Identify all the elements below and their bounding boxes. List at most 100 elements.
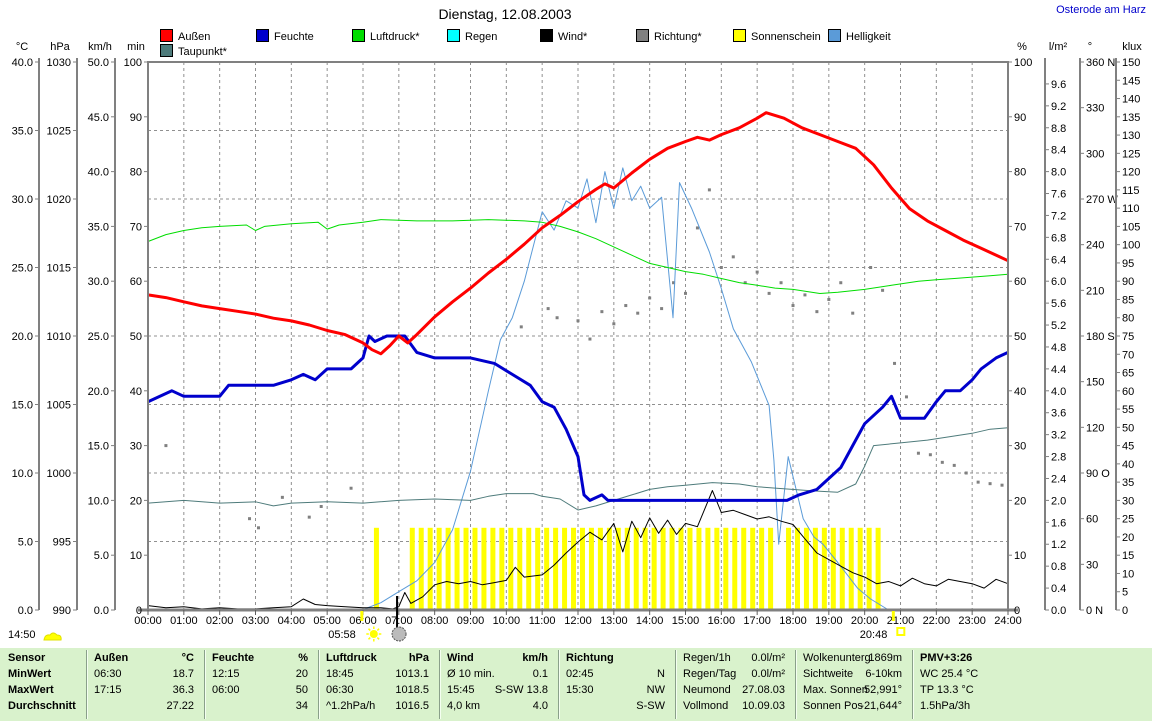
table-cell-value: °C (181, 652, 194, 664)
axis-tick-label: 15.0 (12, 400, 33, 412)
table-separator (912, 650, 914, 719)
axis-percent: % 0 10 20 30 40 50 60 70 80 90 100 (1008, 41, 1032, 617)
sunrise-time: 05:58 (328, 629, 356, 641)
table-cell-value: 0.1 (532, 668, 548, 680)
axis-tick-label: 4.4 (1051, 364, 1066, 376)
axis-tick-label: 30 (130, 441, 142, 453)
bottom-left-time: 14:50 (8, 629, 36, 641)
legend-swatch (540, 29, 553, 42)
x-tick-label: 08:00 (421, 615, 449, 627)
axis-tick-label: 75 (1122, 331, 1134, 343)
table-cell-value: -21,644° (860, 700, 902, 712)
legend-item-regen[interactable]: Regen (447, 29, 497, 43)
table-cell: Außen (94, 652, 129, 664)
axis-tick-label: 100 (1122, 240, 1140, 252)
axis-tick-label: 8.0 (1051, 167, 1066, 179)
legend-item-richtung[interactable]: Richtung* (636, 29, 702, 43)
table-cell: TP 13.3 °C (920, 684, 974, 696)
x-tick-label: 19:00 (815, 615, 843, 627)
table-cell: Max. Sonnen (803, 684, 868, 696)
axis-tick-label: 90 (1014, 112, 1026, 124)
axis-tick-label: 1030 (47, 57, 71, 69)
axis-klux: klux 0 5 10 15 20 25 30 35 40 45 50 55 60 65 70 75 80 85 90… (1115, 41, 1142, 617)
series-sonnenschein (373, 527, 881, 610)
axis-tick-label: 105 (1122, 221, 1140, 233)
series-richtung (164, 188, 1004, 530)
legend-swatch (828, 29, 841, 42)
table-cell-value: 0.0l/m² (751, 652, 785, 664)
x-tick-label: 10:00 (493, 615, 521, 627)
axis-tick-label: 20 (130, 495, 142, 507)
axis-unit-label: l/m² (1049, 41, 1068, 53)
axis-tick-label: 40 (1122, 459, 1134, 471)
table-cell: Sonnen Pos (803, 700, 863, 712)
legend-item-wind[interactable]: Wind* (540, 29, 587, 43)
axis-tick-label: 35 (1122, 477, 1134, 489)
axis-tick-label: 60 (130, 276, 142, 288)
table-cell: PMV+3:26 (920, 652, 973, 664)
axis-tick-label: 8.8 (1051, 123, 1066, 135)
table-separator (675, 650, 677, 719)
series-wind (147, 490, 1009, 610)
x-tick-label: 13:00 (600, 615, 628, 627)
axis-tick-label: 135 (1122, 112, 1140, 124)
table-separator (318, 650, 320, 719)
table-cell: Neumond (683, 684, 731, 696)
axis-tick-label: 2.0 (1051, 495, 1066, 507)
table-separator (795, 650, 797, 719)
table-cell-value: 36.3 (172, 684, 194, 696)
table-separator (204, 650, 206, 719)
table-cell: 4,0 km (447, 700, 481, 712)
legend-item-helligkeit[interactable]: Helligkeit (828, 29, 891, 43)
axis-tick-label: 0 (1014, 605, 1020, 617)
axis-tick-label: 0.0 (94, 605, 109, 617)
table-cell-value: 50 (295, 684, 308, 696)
table-cell: 06:30 (326, 684, 354, 696)
x-tick-label: 04:00 (278, 615, 306, 627)
axis-tick-label: 5.6 (1051, 298, 1066, 310)
table-row-label: MaxWert (8, 684, 54, 696)
axis-tick-label: 60 (1014, 276, 1026, 288)
axis-tick-label: 50 (130, 331, 142, 343)
axis-tick-label: 40.0 (12, 57, 33, 69)
legend-item-taupunkt[interactable]: Taupunkt* (160, 44, 227, 58)
table-cell: 15:30 (566, 684, 594, 696)
series-auen (147, 111, 1009, 356)
table-cell-value: 1016.5 (395, 700, 429, 712)
table-cell: Wolkenunterg (803, 652, 871, 664)
axis-tick-label: 25 (1122, 514, 1134, 526)
x-tick-label: 24:00 (994, 615, 1022, 627)
table-cell-value: hPa (408, 652, 429, 664)
axis-tick-label: 240 (1086, 240, 1104, 252)
axis-unit-label: hPa (50, 41, 70, 53)
table-cell-value: 1018.5 (395, 684, 429, 696)
axis-tick-label: 30 (1122, 495, 1134, 507)
table-cell: 12:15 (212, 668, 240, 680)
legend-item-luftdruck[interactable]: Luftdruck* (352, 29, 420, 43)
axis-tick-label: 2.8 (1051, 452, 1066, 464)
table-cell: ^1.2hPa/h (326, 700, 376, 712)
axis-tick-label: 70 (1014, 221, 1026, 233)
table-cell: 1.5hPa/3h (920, 700, 971, 712)
x-tick-label: 18:00 (779, 615, 807, 627)
x-tick-label: 15:00 (672, 615, 700, 627)
moon-cloud-icon (43, 632, 62, 641)
axis-tick-label: 140 (1122, 94, 1140, 106)
axis-tick-label: 90 (1122, 276, 1134, 288)
plot-grid (148, 62, 1008, 610)
station-link[interactable]: Osterode am Harz (1056, 4, 1146, 16)
axis-tick-label: 35.0 (12, 126, 33, 138)
axis-tick-label: 15.0 (88, 441, 109, 453)
series-helligkeit (148, 167, 1008, 611)
legend-item-sonnenschein[interactable]: Sonnenschein (733, 29, 821, 43)
legend-item-auen[interactable]: Außen (160, 29, 210, 43)
table-cell: Sichtweite (803, 668, 854, 680)
table-separator (86, 650, 88, 719)
table-separator (439, 650, 441, 719)
axis-tick-label: 10.0 (12, 468, 33, 480)
axis-tick-label: 70 (130, 221, 142, 233)
axis-tick-label: 6.0 (1051, 276, 1066, 288)
legend-item-feuchte[interactable]: Feuchte (256, 29, 314, 43)
table-cell-value: 4.0 (532, 700, 548, 712)
axis-tick-label: 5.0 (18, 537, 33, 549)
